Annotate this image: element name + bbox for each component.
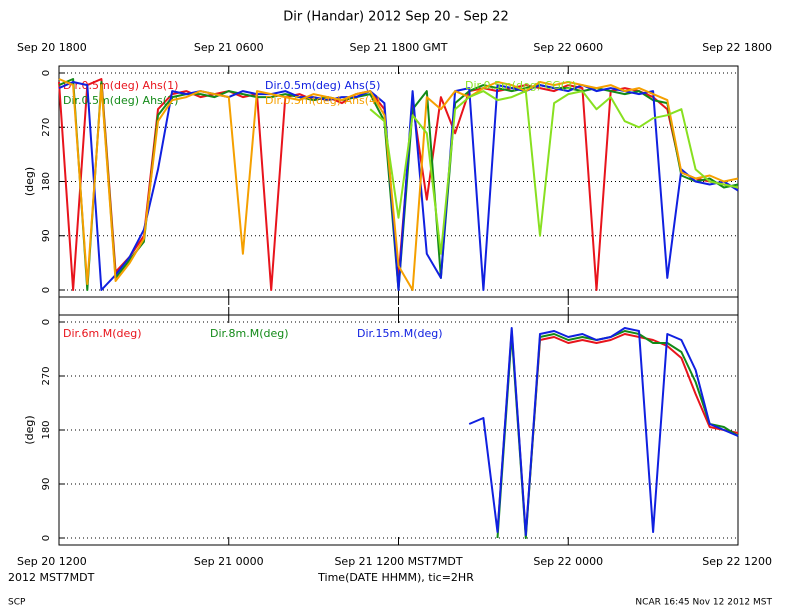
- legend-entry: Dir.15m.M(deg): [357, 327, 443, 340]
- series-line: [468, 327, 739, 536]
- legend-entry: Dir.0.5m(deg) Ahs(1): [63, 79, 178, 92]
- legend-entry: Dir.8m.M(deg): [210, 327, 289, 340]
- x-tick-label: Sep 22 1800: [702, 41, 772, 54]
- y-tick-label: 0: [41, 535, 52, 541]
- series-line: [58, 78, 739, 291]
- x-tick-label: Sep 21 1800 GMT: [350, 41, 448, 54]
- timezone-label: 2012 MST7MDT: [8, 571, 95, 584]
- series-line: [369, 90, 739, 255]
- x-tick-label: Sep 20 1800: [17, 41, 87, 54]
- y-axis-label: (deg): [23, 167, 36, 196]
- y-tick-label: 90: [41, 478, 52, 491]
- x-tick-label: Sep 20 1200: [17, 555, 87, 568]
- legend-entry: Dir.0.5m(deg) Ahs(4): [265, 94, 380, 107]
- y-axis-label: (deg): [23, 415, 36, 444]
- legend-entry: Dir.0.5m(deg) Ahs(2): [63, 94, 178, 107]
- legend-entry: Dir.6m.M(deg): [63, 327, 142, 340]
- y-tick-label: 180: [41, 420, 52, 439]
- x-tick-label: Sep 21 0600: [194, 41, 264, 54]
- x-tick-label: Sep 22 1200: [702, 555, 772, 568]
- footer-right: NCAR 16:45 Nov 12 2012 MST: [635, 598, 772, 608]
- y-tick-label: 0: [41, 319, 52, 325]
- x-tick-label: Sep 21 1200 MST7MDT: [334, 555, 462, 568]
- plot-frame: [58, 314, 739, 546]
- footer-left: SCP: [8, 598, 26, 608]
- y-tick-label: 270: [41, 118, 52, 137]
- legend-entry: Dir.0.5m(deg) Ahs(5): [265, 79, 380, 92]
- y-tick-label: 180: [41, 172, 52, 191]
- x-axis-label: Time(DATE HHMM), tic=2HR: [317, 571, 474, 584]
- y-tick-label: 0: [41, 70, 52, 76]
- legend-entry: Dir.0.5m(deg) CG(3): [465, 79, 576, 92]
- x-tick-label: Sep 22 0000: [533, 555, 603, 568]
- chart-title: Dir (Handar) 2012 Sep 20 - Sep 22: [283, 10, 508, 25]
- y-tick-label: 90: [41, 229, 52, 242]
- y-tick-label: 270: [41, 366, 52, 385]
- x-tick-label: Sep 22 0600: [533, 41, 603, 54]
- x-tick-label: Sep 21 0000: [194, 555, 264, 568]
- y-tick-label: 0: [41, 287, 52, 293]
